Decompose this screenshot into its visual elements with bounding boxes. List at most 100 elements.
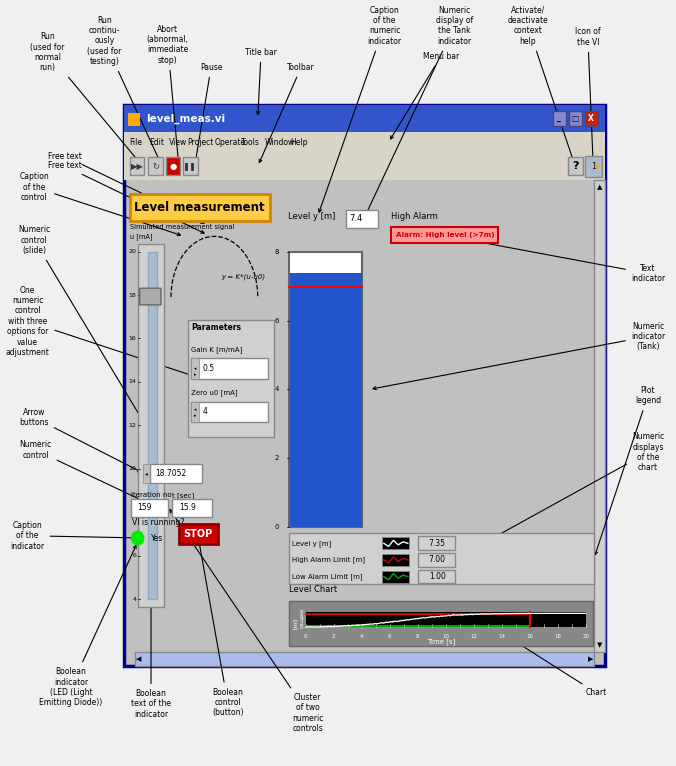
FancyBboxPatch shape [594, 179, 604, 653]
Text: u [mA]: u [mA] [130, 233, 152, 240]
Text: Alarm: High level (>7m): Alarm: High level (>7m) [396, 232, 495, 238]
FancyBboxPatch shape [585, 155, 602, 177]
Text: □: □ [572, 114, 579, 123]
Text: Title bar: Title bar [245, 47, 277, 115]
FancyBboxPatch shape [418, 553, 455, 567]
Text: Simulated measurement signal: Simulated measurement signal [130, 224, 234, 230]
Text: Gain K [m/mA]: Gain K [m/mA] [191, 346, 242, 353]
Text: Menu bar: Menu bar [391, 51, 459, 139]
Text: Caption
of the
numeric
indicator: Caption of the numeric indicator [318, 5, 402, 212]
Circle shape [132, 531, 144, 545]
Text: Numeric
control
(slide): Numeric control (slide) [18, 225, 143, 422]
FancyBboxPatch shape [135, 653, 594, 666]
Text: Edit: Edit [149, 138, 165, 147]
Text: 6: 6 [388, 634, 391, 639]
Text: 18.7052: 18.7052 [155, 469, 187, 478]
Text: Parameters: Parameters [191, 322, 241, 332]
Text: Numeric
displays
of the
chart: Numeric displays of the chart [460, 432, 664, 557]
FancyBboxPatch shape [143, 463, 149, 483]
Text: Toolbar: Toolbar [259, 63, 315, 162]
FancyBboxPatch shape [124, 105, 604, 132]
FancyBboxPatch shape [289, 532, 594, 584]
Text: X: X [588, 114, 594, 123]
Text: 12: 12 [128, 423, 137, 428]
Text: High Alarm Limit [m]: High Alarm Limit [m] [293, 557, 366, 563]
Text: Level Chart: Level Chart [289, 584, 337, 594]
Text: Boolean
indicator
(LED (Light
Emitting Diode)): Boolean indicator (LED (Light Emitting D… [39, 545, 136, 708]
Text: 0: 0 [299, 625, 303, 630]
FancyBboxPatch shape [138, 244, 164, 607]
Text: y = K*(u-u0): y = K*(u-u0) [221, 273, 265, 280]
FancyBboxPatch shape [148, 157, 163, 175]
Text: ▶: ▶ [596, 163, 600, 169]
Text: 6: 6 [274, 317, 279, 323]
Text: 2: 2 [332, 634, 335, 639]
Text: Abort
(abnormal,
immediate
stop): Abort (abnormal, immediate stop) [147, 25, 189, 164]
Text: 7.00: 7.00 [429, 555, 445, 565]
Text: 7.35: 7.35 [429, 538, 445, 548]
Text: [m]: [m] [293, 618, 298, 629]
Text: level_meas.vi: level_meas.vi [146, 113, 225, 123]
FancyBboxPatch shape [289, 601, 593, 647]
FancyBboxPatch shape [188, 319, 274, 437]
Text: 16: 16 [527, 634, 533, 639]
Text: Cluster
of two
numeric
controls: Cluster of two numeric controls [170, 509, 323, 733]
FancyBboxPatch shape [130, 194, 270, 221]
FancyBboxPatch shape [149, 463, 201, 483]
Text: Boolean
text of the
indicator: Boolean text of the indicator [131, 546, 171, 719]
FancyBboxPatch shape [418, 536, 455, 550]
Text: 14: 14 [128, 379, 137, 385]
Text: 18: 18 [128, 293, 137, 297]
Text: One
numeric
control
with three
options for
value
adjustment: One numeric control with three options f… [5, 286, 197, 378]
Text: View: View [169, 138, 187, 147]
Text: 18: 18 [554, 634, 561, 639]
Text: Low Alarm Limit [m]: Low Alarm Limit [m] [293, 573, 363, 580]
Text: 2: 2 [274, 456, 279, 461]
Text: 0.5: 0.5 [202, 364, 214, 373]
Text: 4: 4 [360, 634, 364, 639]
Text: Level y [m]: Level y [m] [288, 212, 335, 221]
Text: ●: ● [170, 162, 176, 171]
Text: ◂
▸: ◂ ▸ [194, 366, 196, 377]
FancyBboxPatch shape [124, 132, 604, 153]
Text: 0: 0 [274, 525, 279, 530]
Text: 4: 4 [299, 617, 303, 622]
Text: 7.4: 7.4 [349, 214, 362, 224]
Text: Project: Project [187, 138, 214, 147]
FancyBboxPatch shape [124, 153, 604, 179]
Text: 8: 8 [416, 634, 420, 639]
Text: 12: 12 [470, 634, 477, 639]
FancyBboxPatch shape [346, 210, 379, 228]
Text: 15.9: 15.9 [180, 503, 197, 512]
FancyBboxPatch shape [289, 251, 362, 528]
Text: Free text: Free text [47, 162, 204, 233]
Text: Run
continu-
ously
(used for
testing): Run continu- ously (used for testing) [87, 15, 162, 165]
Text: 4: 4 [132, 597, 137, 602]
Text: Time [s]: Time [s] [427, 639, 455, 645]
Text: Caption
of the
control: Caption of the control [20, 172, 180, 236]
Text: Pause: Pause [194, 63, 222, 164]
Text: Zero u0 [mA]: Zero u0 [mA] [191, 389, 238, 396]
Text: 20: 20 [128, 249, 137, 254]
FancyBboxPatch shape [383, 554, 409, 566]
Text: VI is running?: VI is running? [132, 518, 185, 527]
Text: 10: 10 [442, 634, 450, 639]
Text: Arrow
buttons: Arrow buttons [20, 408, 141, 472]
FancyBboxPatch shape [568, 157, 583, 175]
Text: STOP: STOP [184, 529, 213, 539]
Text: ▲: ▲ [596, 184, 602, 190]
Text: File: File [130, 138, 143, 147]
FancyBboxPatch shape [418, 570, 455, 584]
Text: 1: 1 [591, 162, 596, 171]
Text: Numeric
display of
the Tank
indicator: Numeric display of the Tank indicator [366, 5, 473, 214]
Text: High Alarm: High Alarm [391, 212, 438, 221]
FancyBboxPatch shape [569, 111, 582, 126]
Text: Tools: Tools [241, 138, 260, 147]
FancyBboxPatch shape [166, 157, 180, 175]
Text: 6: 6 [299, 614, 303, 619]
Text: Help: Help [290, 138, 308, 147]
Text: 0: 0 [304, 634, 308, 639]
Text: ▶▶: ▶▶ [130, 162, 143, 171]
Text: Window: Window [265, 138, 295, 147]
Text: 159: 159 [138, 503, 152, 512]
